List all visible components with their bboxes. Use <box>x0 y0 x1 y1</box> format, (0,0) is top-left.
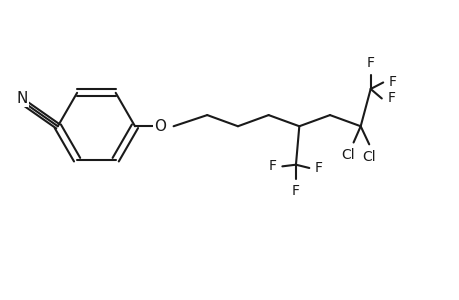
Text: F: F <box>366 56 374 70</box>
Text: F: F <box>314 161 322 175</box>
Text: F: F <box>291 184 299 198</box>
Text: Cl: Cl <box>341 148 354 162</box>
Text: N: N <box>17 91 28 106</box>
Text: O: O <box>154 119 166 134</box>
Text: F: F <box>269 159 276 173</box>
Text: F: F <box>388 76 396 89</box>
Text: Cl: Cl <box>362 150 375 164</box>
Text: F: F <box>386 92 394 106</box>
